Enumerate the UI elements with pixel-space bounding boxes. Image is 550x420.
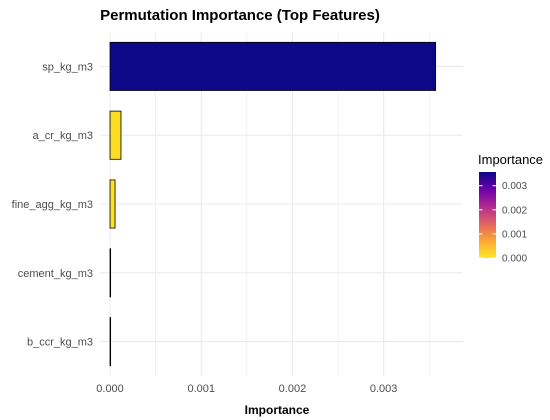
bar-a_cr_kg_m3 [109,110,122,160]
bar-fine_agg_kg_m3 [109,179,116,229]
legend-title: Importance [478,152,543,167]
y-tick-label: cement_kg_m3 [18,268,93,280]
x-tick-label: 0.001 [187,383,215,395]
colorbar-tick-label: 0.002 [502,205,527,216]
colorbar [479,172,496,258]
y-tick-label: fine_agg_kg_m3 [12,199,93,211]
bar-cement_kg_m3 [109,248,112,298]
colorbar-tick-label: 0.000 [502,254,527,265]
colorbar-tick-label: 0.001 [502,229,527,240]
chart-title: Permutation Importance (Top Features) [100,7,380,24]
legend: Importance 0.000 0.001 0.002 0.003 [478,152,543,265]
x-tick-label: 0.000 [96,383,124,395]
colorbar-tick-label: 0.003 [502,181,527,192]
x-tick-label: 0.002 [279,383,307,395]
y-tick-label: sp_kg_m3 [42,61,93,73]
x-axis-title: Importance [245,403,310,417]
bar-sp_kg_m3 [109,41,437,91]
y-tick-label: a_cr_kg_m3 [32,130,93,142]
plot-area: sp_kg_m3 a_cr_kg_m3 fine_agg_kg_m3 cement_k… [12,32,463,395]
bar-b_ccr_kg_m3 [109,317,112,367]
x-tick-label: 0.003 [370,383,398,395]
y-tick-label: b_ccr_kg_m3 [27,337,93,349]
